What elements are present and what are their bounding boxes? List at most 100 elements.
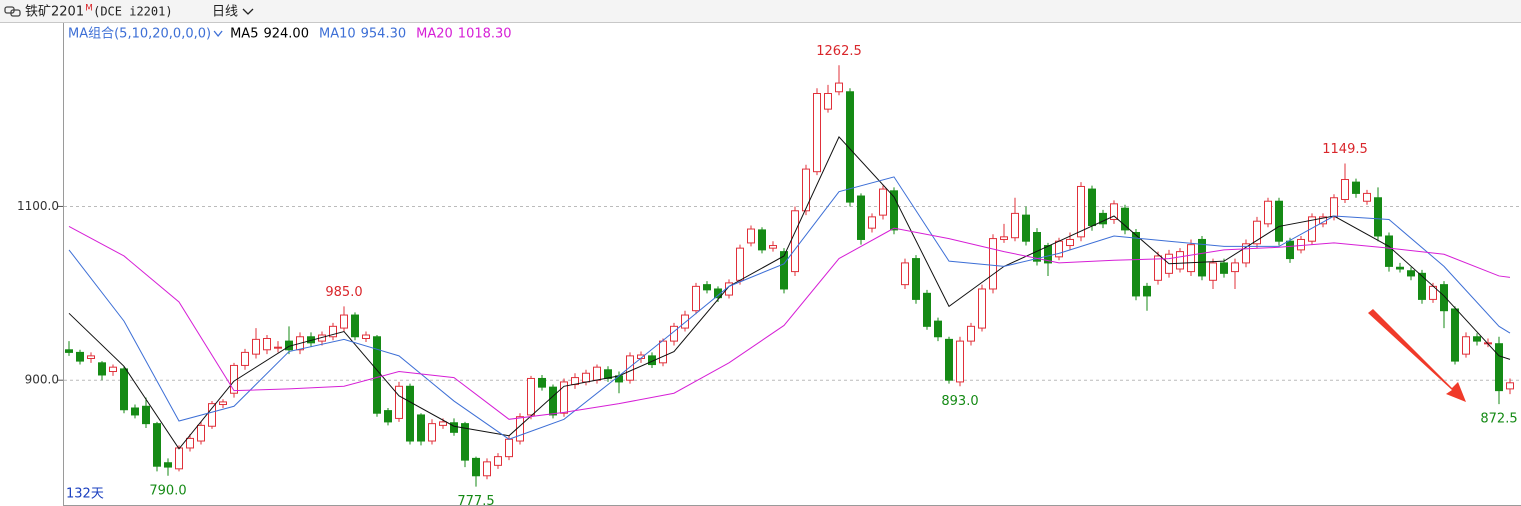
- candle-body: [747, 228, 755, 244]
- candle-body: [868, 216, 876, 229]
- extreme-label: 790.0: [149, 483, 186, 498]
- candle-body: [1418, 272, 1426, 300]
- candle-body: [780, 251, 788, 290]
- candle-body: [978, 288, 986, 329]
- candle-body: [802, 168, 810, 212]
- candle-body: [1121, 207, 1129, 231]
- candle-body: [912, 258, 920, 300]
- candle-body: [1000, 236, 1008, 240]
- candle-body: [1451, 308, 1459, 362]
- candle-body: [1088, 188, 1096, 227]
- candle-body: [1396, 266, 1404, 270]
- candle-body: [824, 93, 832, 110]
- candle-body: [835, 82, 843, 93]
- candle-body: [901, 262, 909, 286]
- candle-body: [1473, 336, 1481, 342]
- candle-body: [1308, 216, 1316, 242]
- candle-body: [604, 369, 612, 379]
- candle-body: [1143, 285, 1151, 297]
- candle-body: [208, 403, 216, 427]
- candle-body: [428, 423, 436, 442]
- extreme-label: 872.5: [1480, 412, 1517, 427]
- candle-body: [362, 334, 370, 339]
- period-chevron[interactable]: [242, 8, 254, 15]
- days-label: 132天: [66, 487, 104, 502]
- candle-body: [1506, 382, 1514, 390]
- candle-body: [76, 351, 84, 362]
- candle-body: [758, 229, 766, 251]
- candle-body: [1286, 240, 1294, 260]
- candle-body: [1275, 200, 1283, 242]
- extreme-label: 777.5: [457, 494, 494, 506]
- candle-body: [219, 401, 227, 406]
- candle-body: [164, 462, 172, 468]
- link-icon[interactable]: [4, 6, 21, 17]
- candle-body: [1011, 212, 1019, 239]
- candle-body: [1033, 232, 1041, 262]
- candle-body: [109, 366, 117, 373]
- indicator-label[interactable]: MA组合(5,10,20,0,0,0): [68, 27, 211, 42]
- candle-body: [681, 314, 689, 329]
- candle-body: [879, 188, 887, 216]
- candle-body: [351, 314, 359, 338]
- candle-body: [87, 355, 95, 359]
- candle-body: [1297, 238, 1305, 251]
- candle-body: [1264, 200, 1272, 225]
- candle-body: [98, 362, 106, 376]
- candle-body: [1187, 244, 1195, 273]
- candle-body: [670, 325, 678, 342]
- candle-body: [131, 407, 139, 416]
- y-tick-label: 1100.0: [17, 199, 59, 213]
- candle-body: [1132, 232, 1140, 297]
- candles: [65, 65, 1514, 487]
- candle-body: [1077, 185, 1085, 238]
- candle-body: [1495, 343, 1503, 392]
- extreme-label: 1262.5: [816, 44, 862, 59]
- ma-line: [68, 136, 1511, 450]
- candle-body: [538, 377, 546, 388]
- legend-name: MA10: [319, 27, 356, 42]
- ma-line: [68, 225, 1511, 420]
- candle-body: [395, 385, 403, 419]
- candle-body: [417, 414, 425, 442]
- candle-body: [241, 351, 249, 366]
- candle-body: [516, 416, 524, 442]
- period[interactable]: 日线: [212, 5, 238, 20]
- candle-body: [560, 381, 568, 414]
- candle-body: [1374, 197, 1382, 237]
- candle-body: [714, 288, 722, 299]
- candle-body: [626, 355, 634, 381]
- y-tick-label: 900.0: [25, 373, 59, 387]
- candle-body: [329, 325, 337, 338]
- candle-body: [769, 245, 777, 249]
- candle-body: [142, 405, 150, 425]
- header-bar: [0, 0, 1521, 22]
- candle-body: [1209, 262, 1217, 281]
- candle-body: [1330, 197, 1338, 218]
- candle-body: [692, 285, 700, 312]
- candle-body: [197, 424, 205, 442]
- legend-value: 1018.30: [458, 27, 512, 42]
- candle-body: [1022, 214, 1030, 242]
- legend-value: 924.00: [263, 27, 309, 42]
- candle-body: [1154, 255, 1162, 281]
- candle-body: [791, 210, 799, 273]
- indicator-chevron[interactable]: [213, 30, 223, 38]
- candle-body: [263, 337, 271, 351]
- candle-body: [274, 346, 282, 349]
- candle-body: [186, 437, 194, 449]
- candle-body: [1352, 181, 1360, 194]
- candle-body: [703, 284, 711, 291]
- candle-body: [1385, 235, 1393, 267]
- trend-arrow: [1368, 309, 1466, 402]
- candle-body: [1440, 284, 1448, 312]
- candle-body: [813, 93, 821, 173]
- candle-body: [175, 447, 183, 470]
- candle-body: [956, 340, 964, 383]
- candle-body: [1231, 262, 1239, 273]
- candle-body: [934, 320, 942, 338]
- candle-body: [857, 195, 865, 240]
- legend-value: 954.30: [361, 27, 407, 42]
- candle-body: [472, 457, 480, 477]
